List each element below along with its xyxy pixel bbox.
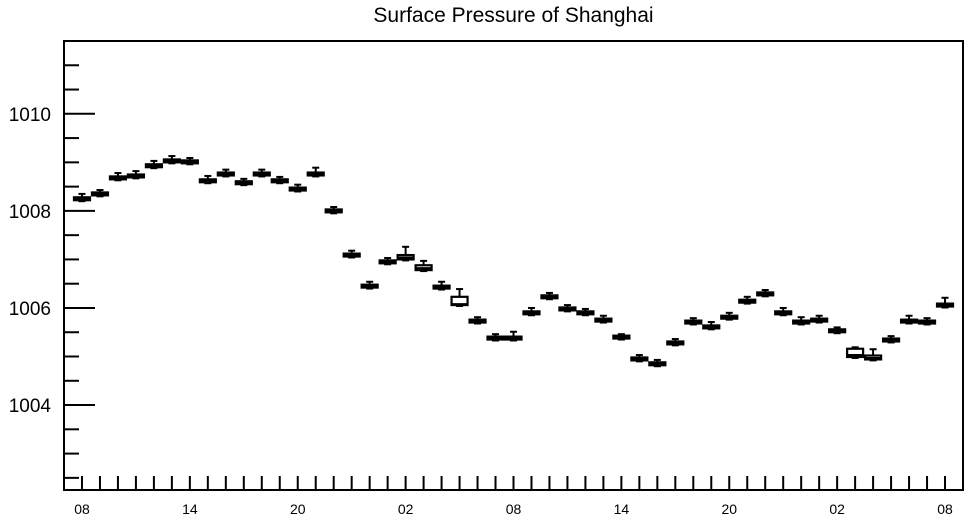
box-plot-37 xyxy=(738,295,757,305)
box-plot-46 xyxy=(899,314,919,325)
box-plot-0 xyxy=(72,192,92,203)
box-plot-2 xyxy=(108,172,128,182)
box-plot-24 xyxy=(504,330,523,342)
x-tick-label: 08 xyxy=(74,501,90,517)
y-tick-label: 1010 xyxy=(9,105,51,126)
y-axis: 1004 1006 1008 1010 xyxy=(9,64,95,479)
box-plot-6 xyxy=(180,156,199,166)
box-plot-43 xyxy=(846,346,865,359)
x-tick-label: 14 xyxy=(614,501,630,517)
x-tick-label: 20 xyxy=(290,501,306,517)
box-plot-40 xyxy=(792,316,811,326)
box-plot-25 xyxy=(522,306,541,317)
box-plot-14 xyxy=(324,206,343,215)
x-tick-label: 08 xyxy=(506,501,522,517)
box-plot-44 xyxy=(863,348,883,362)
box-plot-32 xyxy=(648,358,667,368)
box-plot-45 xyxy=(881,335,901,344)
box-plot-47 xyxy=(917,317,937,326)
x-tick-label: 14 xyxy=(182,501,198,517)
box-plot-30 xyxy=(612,333,631,341)
box-plot-26 xyxy=(540,291,559,301)
y-tick-label: 1008 xyxy=(9,202,51,223)
box-plot-33 xyxy=(666,338,685,347)
box-plot-31 xyxy=(630,354,649,363)
y-tick-label: 1004 xyxy=(9,396,52,417)
x-tick-label: 02 xyxy=(398,501,414,517)
x-tick-label: 02 xyxy=(829,501,845,517)
box-series xyxy=(72,155,955,368)
box-plot-17 xyxy=(378,256,397,266)
box-plot-19 xyxy=(414,259,433,273)
box-plot-9 xyxy=(234,177,253,187)
box-plot-12 xyxy=(288,183,307,193)
box-plot-5 xyxy=(162,155,181,165)
chart-title: Surface Pressure of Shanghai xyxy=(373,4,653,27)
y-tick-label: 1006 xyxy=(9,299,51,320)
box-plot-42 xyxy=(828,326,847,335)
box-plot-8 xyxy=(216,168,235,178)
box-plot-29 xyxy=(594,314,613,324)
box-plot-13 xyxy=(306,166,325,178)
box-plot-28 xyxy=(576,307,595,317)
x-tick-label: 20 xyxy=(721,501,737,517)
box-plot-18 xyxy=(396,245,415,262)
x-axis: 08 14 20 02 08 14 20 02 08 xyxy=(74,476,953,517)
box-plot-21 xyxy=(450,288,469,308)
box-plot-20 xyxy=(432,280,451,291)
box-plot-48 xyxy=(935,296,955,309)
box-plot-16 xyxy=(360,280,379,290)
box-plot-1 xyxy=(90,189,110,198)
x-tick-label: 08 xyxy=(937,501,953,517)
box-plot-38 xyxy=(756,289,775,298)
box-plot-11 xyxy=(270,175,289,185)
plot-frame xyxy=(63,40,964,491)
box-plot-4 xyxy=(144,159,163,170)
box-plot-22 xyxy=(468,316,487,325)
box-plot-10 xyxy=(252,168,271,178)
box-plot-36 xyxy=(720,311,739,321)
box-plot-23 xyxy=(486,333,505,342)
box-plot-15 xyxy=(342,249,361,259)
box-plot-35 xyxy=(702,321,721,331)
box-plot-41 xyxy=(810,314,829,324)
box-plot-3 xyxy=(126,170,146,180)
box-plot-39 xyxy=(774,306,793,317)
box-plot-7 xyxy=(198,174,217,185)
box-plot-34 xyxy=(684,317,703,326)
box-plot-27 xyxy=(558,304,577,313)
box-body xyxy=(846,347,865,359)
